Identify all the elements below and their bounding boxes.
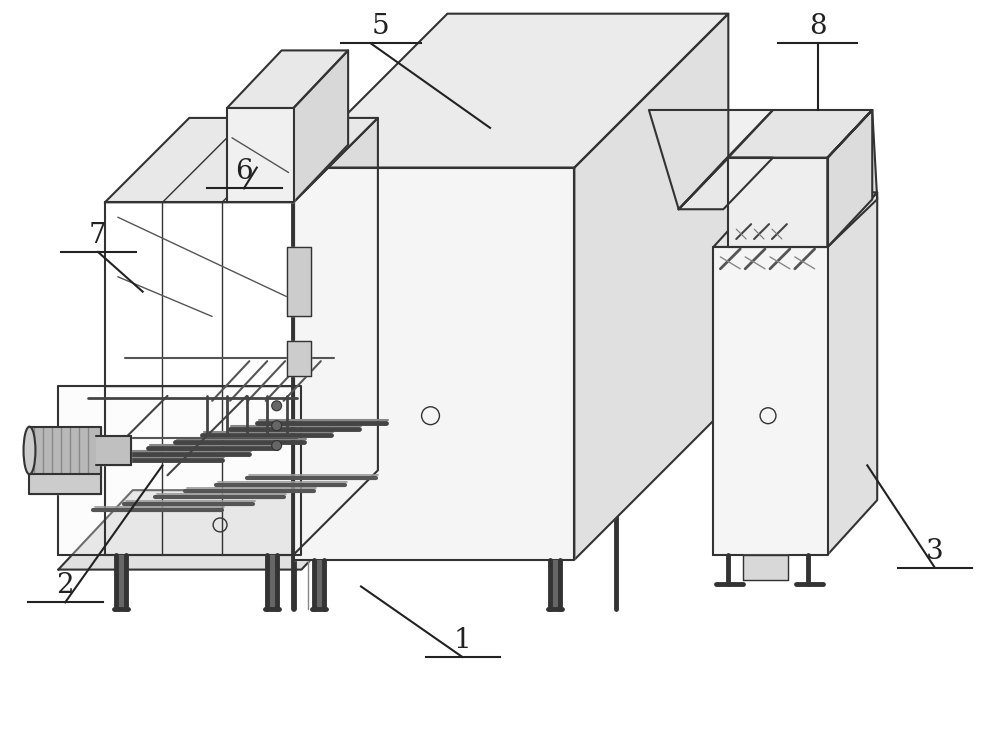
Polygon shape	[828, 110, 872, 247]
Circle shape	[272, 420, 282, 431]
Polygon shape	[58, 490, 376, 569]
Text: 6: 6	[235, 159, 253, 185]
Polygon shape	[116, 555, 126, 609]
Polygon shape	[743, 555, 788, 580]
Polygon shape	[713, 247, 828, 555]
Polygon shape	[679, 158, 773, 209]
Polygon shape	[287, 247, 311, 317]
Polygon shape	[649, 110, 773, 209]
Polygon shape	[294, 14, 728, 168]
Text: 2: 2	[56, 572, 74, 600]
Ellipse shape	[24, 426, 35, 474]
Text: 1: 1	[453, 627, 471, 654]
Circle shape	[272, 401, 282, 411]
Text: 3: 3	[926, 538, 944, 565]
Polygon shape	[287, 341, 311, 376]
Polygon shape	[550, 559, 560, 609]
Polygon shape	[29, 474, 101, 494]
Polygon shape	[227, 108, 294, 203]
Polygon shape	[294, 51, 348, 203]
Circle shape	[272, 441, 282, 451]
Polygon shape	[105, 118, 378, 203]
Polygon shape	[29, 426, 101, 474]
Polygon shape	[828, 110, 872, 158]
Polygon shape	[713, 192, 877, 247]
Polygon shape	[58, 386, 301, 555]
Polygon shape	[267, 555, 277, 609]
Text: 7: 7	[89, 222, 107, 249]
Polygon shape	[227, 51, 348, 108]
Polygon shape	[728, 110, 872, 158]
Polygon shape	[314, 559, 324, 609]
Text: 5: 5	[372, 14, 390, 41]
Polygon shape	[294, 118, 378, 555]
Polygon shape	[828, 110, 877, 247]
Polygon shape	[294, 168, 574, 559]
Polygon shape	[828, 192, 877, 555]
Polygon shape	[96, 435, 131, 466]
Polygon shape	[728, 158, 828, 247]
Text: 8: 8	[809, 14, 826, 41]
Polygon shape	[574, 14, 728, 559]
